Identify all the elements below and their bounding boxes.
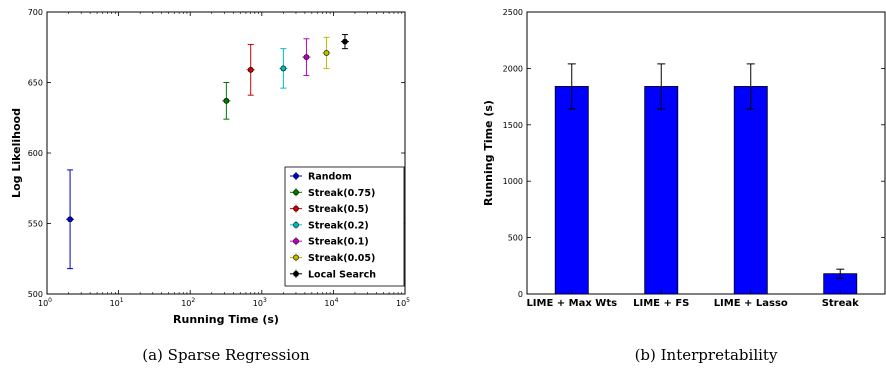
scatter-point: [247, 66, 254, 73]
scatter-y-tick-label: 550: [28, 220, 43, 229]
scatter-panel: 100 101 102 103 104 105 500 550 600 650 700 Runni…: [10, 8, 410, 364]
scatter-point: [342, 38, 348, 45]
legend-marker: [293, 238, 299, 245]
scatter-y-axis-label: Log Likelihood: [10, 108, 23, 198]
bar-panel: 0 500 1000 1500 2000 2500 LIME + Max Wts LIME …: [482, 8, 886, 364]
legend-label: Streak(0.05): [308, 253, 375, 264]
legend-box: [284, 166, 405, 287]
bar-category-label: Streak: [822, 298, 859, 309]
bar: [644, 86, 679, 295]
legend-marker: [293, 221, 299, 228]
bar-y-axis-label: Running Time (s): [482, 100, 495, 206]
legend-marker: [293, 173, 299, 179]
scatter-point: [67, 216, 73, 223]
scatter-x-tick-label: 104: [324, 297, 338, 308]
bar-y-tick-label: 1500: [503, 121, 523, 130]
legend-label: Streak(0.5): [308, 204, 369, 215]
bar-y-tick-label: 1000: [503, 177, 523, 186]
scatter-y-tick-label: 650: [28, 79, 43, 88]
scatter-legend: Random Streak(0.75) Streak(0.5) Streak(0.2)…: [284, 166, 405, 287]
bar: [733, 86, 768, 295]
scatter-x-tick-label: 105: [396, 297, 410, 308]
scatter-point: [303, 54, 310, 61]
bar: [554, 86, 589, 295]
bar-plot-frame: [526, 11, 886, 295]
scatter-y-tick-label: 600: [28, 149, 43, 158]
bar-y-tick-label: 2000: [503, 64, 523, 73]
scatter-y-tick-label: 500: [28, 290, 43, 299]
caption-b: (b) Interpretability: [635, 346, 778, 364]
scatter-x-tick-label: 100: [38, 297, 52, 308]
legend-marker: [293, 270, 299, 277]
bar-y-tick-label: 500: [508, 234, 523, 243]
bar-category-label: LIME + Lasso: [714, 298, 788, 309]
legend-label: Streak(0.2): [308, 220, 369, 231]
scatter-point: [223, 97, 230, 104]
scatter-x-tick-label: 101: [110, 297, 124, 308]
scatter-x-tick-label: 102: [181, 297, 195, 308]
scatter-x-axis-label: Running Time (s): [173, 313, 279, 326]
legend-marker: [293, 189, 299, 196]
scatter-x-tick-label: 103: [253, 297, 267, 308]
scatter-point: [323, 49, 330, 56]
bar-category-label: LIME + FS: [633, 298, 689, 309]
legend-label: Streak(0.75): [308, 188, 375, 199]
legend-label: Local Search: [308, 269, 376, 280]
caption-a: (a) Sparse Regression: [142, 346, 310, 364]
bar-category-label: LIME + Max Wts: [526, 298, 617, 309]
bar-y-tick-label: 0: [518, 290, 523, 299]
legend-label: Streak(0.1): [308, 237, 369, 248]
legend-marker: [293, 205, 299, 212]
scatter-y-tick-label: 700: [28, 8, 43, 17]
bar-y-tick-label: 2500: [503, 8, 523, 17]
legend-label: Random: [308, 172, 352, 183]
scatter-point: [280, 65, 287, 72]
legend-marker: [293, 254, 299, 261]
